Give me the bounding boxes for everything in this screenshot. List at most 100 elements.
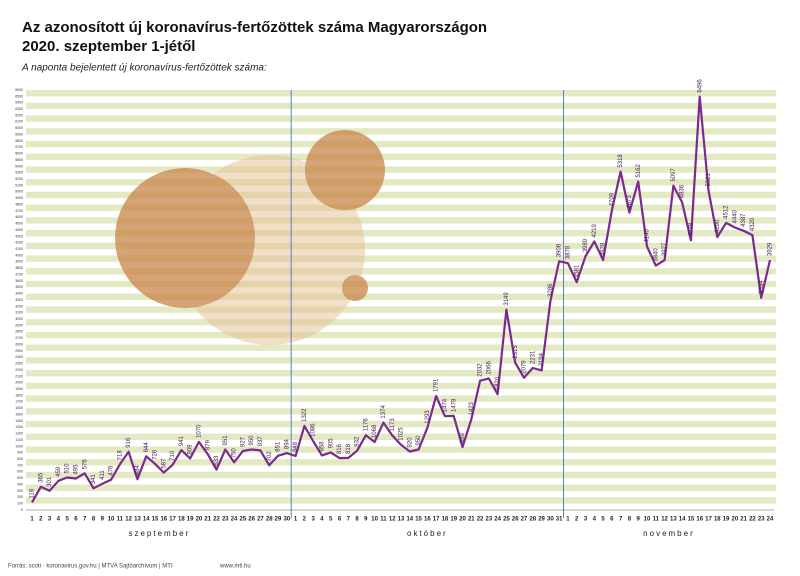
y-tick-label: 3800	[15, 266, 23, 270]
grid-stripe	[26, 204, 776, 211]
grid-stripe	[26, 268, 776, 275]
footer-url: www.mti.hu	[219, 564, 251, 570]
y-tick-label: 2800	[15, 330, 23, 334]
x-tick-label: 2	[39, 517, 43, 523]
data-label: 4512	[724, 205, 730, 219]
grid-stripe	[26, 102, 776, 110]
grid-stripe	[26, 179, 776, 186]
virus-illustration	[115, 130, 385, 345]
data-label: 818	[346, 443, 352, 454]
x-tick-label: 23	[222, 517, 229, 523]
grid-stripe	[26, 230, 776, 237]
grid-stripe	[26, 382, 776, 390]
x-tick-label: 8	[355, 517, 359, 523]
data-label: 411	[100, 470, 106, 480]
x-tick-label: 13	[398, 517, 405, 523]
x-tick-label: 22	[477, 517, 484, 523]
y-tick-label: 600	[17, 470, 23, 474]
data-label: 118	[30, 488, 36, 498]
x-tick-label: 24	[767, 517, 774, 523]
x-tick-label: 6	[74, 517, 78, 523]
y-tick-label: 4600	[15, 215, 23, 219]
data-label: 816	[337, 443, 343, 454]
y-tick-label: 4700	[15, 209, 23, 213]
x-tick-label: 26	[512, 517, 519, 523]
x-tick-label: 2	[575, 517, 579, 523]
y-tick-label: 1000	[15, 444, 23, 448]
x-tick-label: 19	[723, 517, 730, 523]
y-tick-label: 2600	[15, 342, 23, 346]
y-tick-label: 500	[17, 476, 23, 480]
stripes	[26, 90, 776, 504]
x-tick-label: 24	[231, 517, 238, 523]
grid-stripe	[26, 331, 776, 339]
y-tick-label: 5700	[15, 145, 23, 149]
data-label: 3334	[759, 280, 765, 294]
grid-stripe	[26, 408, 776, 415]
y-tick-label: 2000	[15, 381, 23, 385]
x-tick-label: 11	[380, 517, 387, 523]
x-tick-label: 6	[338, 517, 342, 523]
data-label: 365	[38, 472, 44, 483]
y-tick-label: 1300	[15, 425, 23, 429]
data-label: 1322	[302, 408, 308, 422]
data-label: 950	[416, 435, 422, 446]
data-label: 941	[179, 435, 185, 446]
data-line	[31, 95, 772, 504]
data-label: 1293	[425, 410, 431, 424]
x-tick-label: 18	[442, 517, 449, 523]
chart-title: Az azonosított új koronavírus-fertőzötte…	[22, 19, 487, 36]
data-label: 3286	[548, 283, 554, 297]
grid-stripe	[26, 471, 776, 479]
data-label: 6496	[697, 79, 703, 93]
data-label: 1374	[381, 405, 387, 419]
y-tick-label: 4000	[15, 253, 23, 257]
y-tick-label: 1400	[15, 419, 23, 423]
x-tick-label: 12	[389, 517, 396, 523]
data-label: 905	[328, 438, 334, 449]
data-label: 3989	[583, 238, 589, 252]
x-tick-label: 13	[134, 517, 141, 523]
x-tick-label: 26	[248, 517, 255, 523]
y-tick-label: 5000	[15, 190, 23, 194]
y-tick-label: 6100	[15, 120, 23, 124]
grid-stripe	[26, 90, 776, 97]
data-label: 2315	[513, 345, 519, 359]
x-tick-label: 20	[459, 517, 466, 523]
y-tick-label: 1500	[15, 412, 23, 416]
y-tick-label: 1700	[15, 400, 23, 404]
x-tick-label: 4	[320, 517, 324, 523]
y-tick-label: 1900	[15, 387, 23, 391]
grid-stripe	[26, 242, 776, 250]
y-tick-label: 200	[17, 495, 23, 499]
x-tick-label: 19	[450, 517, 457, 523]
data-label: 4387	[741, 213, 747, 227]
data-label: 920	[407, 437, 413, 448]
y-tick-label: 4100	[15, 247, 23, 251]
y-tick-label: 4900	[15, 196, 23, 200]
y-tick-label: 3900	[15, 260, 23, 264]
data-label: 1478	[451, 398, 457, 412]
y-tick-label: 5800	[15, 139, 23, 143]
data-label: 844	[144, 442, 150, 453]
grid-stripe	[26, 115, 776, 122]
data-label: 4290	[715, 219, 721, 233]
y-tick-label: 300	[17, 489, 23, 493]
x-tick-label: 28	[266, 517, 273, 523]
y-tick-label: 1100	[15, 438, 23, 442]
grid-stripe	[26, 128, 776, 135]
grid-stripe	[26, 420, 776, 428]
x-tick-label: 14	[406, 517, 413, 523]
data-label: 5021	[706, 172, 712, 186]
x-tick-label: 27	[521, 517, 528, 523]
data-label: 718	[117, 450, 123, 461]
y-tick-label: 3100	[15, 311, 23, 315]
data-label: 633	[214, 455, 220, 466]
x-tick-label: 29	[538, 517, 545, 523]
data-label: 1820	[495, 376, 501, 390]
y-tick-label: 4200	[15, 241, 23, 245]
data-label: 2032	[478, 363, 484, 377]
annotation: A naponta bejelentett új koronavírus-fer…	[21, 63, 267, 74]
data-label: 848	[293, 441, 299, 452]
data-label: 4709	[609, 192, 615, 206]
